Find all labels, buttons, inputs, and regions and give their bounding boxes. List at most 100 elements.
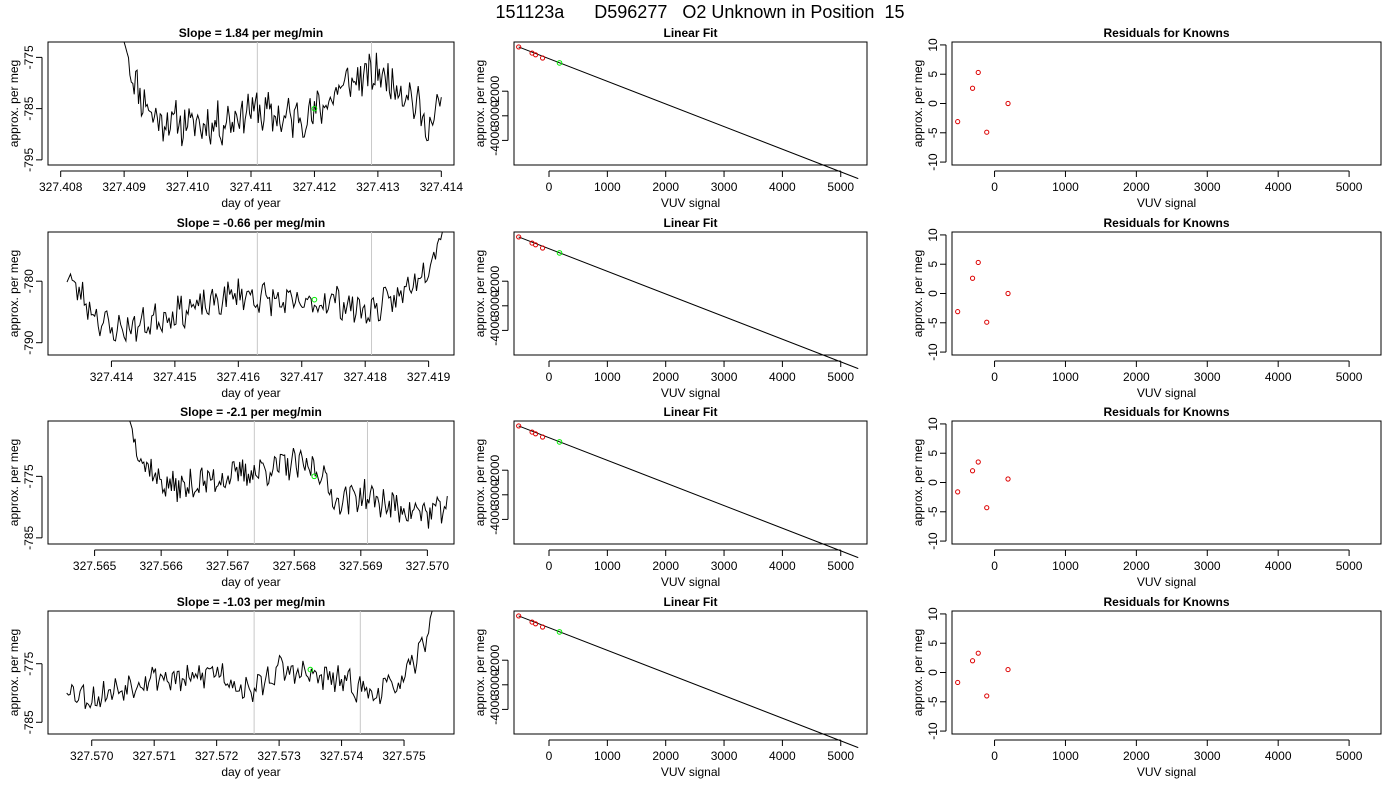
x-axis-label: VUV signal	[1137, 196, 1196, 210]
fit-line	[518, 236, 859, 370]
residual-point	[975, 650, 981, 656]
y-axis-label: approx. per meg	[473, 250, 487, 337]
y-tick-label: -785	[22, 526, 36, 550]
x-tick-label: 1000	[594, 559, 621, 573]
x-tick-label: 3000	[1194, 749, 1221, 763]
y-tick-label: 0	[926, 100, 940, 107]
y-tick-label: -10	[926, 722, 940, 740]
residual-point	[1005, 100, 1011, 107]
y-tick-label: -775	[22, 464, 36, 488]
y-axis-label: approx. per meg	[7, 60, 21, 147]
x-tick-label: 3000	[1194, 559, 1221, 573]
x-tick-label: 327.572	[195, 749, 239, 763]
residual-point	[969, 85, 976, 91]
chart-title: Residuals for Knowns	[1103, 595, 1229, 609]
x-tick-label: 327.418	[343, 370, 387, 384]
x-tick-label: 5000	[827, 749, 854, 763]
x-axis-label: VUV signal	[661, 196, 720, 210]
x-tick-label: 0	[991, 180, 998, 194]
x-axis-label: VUV signal	[1137, 765, 1196, 779]
unknown-point	[307, 666, 314, 673]
residual-point	[1005, 666, 1011, 673]
x-tick-label: 3000	[711, 180, 738, 194]
data-trace	[66, 232, 443, 343]
data-trace	[123, 42, 442, 147]
x-tick-label: 2000	[1123, 749, 1150, 763]
x-axis-label: day of year	[221, 765, 280, 779]
x-tick-label: 327.570	[70, 749, 114, 763]
x-tick-label: 1000	[1052, 749, 1079, 763]
y-tick-label: -4000	[488, 504, 502, 535]
x-tick-label: 327.568	[273, 559, 317, 573]
unknown-point	[556, 60, 563, 66]
residual-point	[969, 658, 976, 664]
plot-frame	[951, 231, 1382, 356]
residual-point	[984, 319, 990, 325]
x-tick-label: 327.415	[153, 370, 197, 384]
x-tick-label: 327.408	[39, 180, 83, 194]
x-tick-label: 2000	[652, 370, 679, 384]
y-tick-label: -3000	[488, 479, 502, 510]
chart-title: Slope = -0.66 per meg/min	[177, 216, 325, 230]
x-tick-label: 4000	[1265, 559, 1292, 573]
x-tick-label: 0	[546, 559, 553, 573]
x-axis-label: VUV signal	[1137, 575, 1196, 589]
x-tick-label: 0	[546, 180, 553, 194]
residual-point	[975, 259, 981, 266]
x-tick-label: 1000	[594, 180, 621, 194]
x-tick-label: 4000	[769, 370, 796, 384]
y-tick-label: -5	[926, 506, 940, 517]
x-tick-label: 327.419	[407, 370, 451, 384]
y-tick-label: -10	[926, 343, 940, 361]
y-tick-label: -4000	[488, 694, 502, 725]
x-tick-label: 5000	[827, 180, 854, 194]
x-axis-label: VUV signal	[661, 575, 720, 589]
y-tick-label: -780	[22, 269, 36, 293]
x-tick-label: 1000	[1052, 370, 1079, 384]
page-title: 151123a D596277 O2 Unknown in Position 1…	[495, 2, 905, 22]
x-tick-label: 0	[546, 370, 553, 384]
y-tick-label: -5	[926, 127, 940, 138]
data-trace	[129, 421, 448, 529]
y-tick-label: -10	[926, 153, 940, 171]
x-tick-label: 1000	[1052, 559, 1079, 573]
plot-frame	[513, 41, 868, 166]
y-tick-label: -775	[22, 651, 36, 675]
y-tick-label: 5	[926, 640, 940, 647]
y-axis-label: approx. per meg	[7, 439, 21, 526]
y-tick-label: 5	[926, 71, 940, 78]
chart-title: Slope = 1.84 per meg/min	[179, 26, 323, 40]
x-axis-label: day of year	[221, 386, 280, 400]
y-axis-label: approx. per meg	[911, 250, 925, 337]
x-tick-label: 3000	[711, 559, 738, 573]
y-tick-label: -2000	[488, 76, 502, 107]
known-point	[532, 431, 539, 437]
known-point	[539, 245, 546, 251]
y-tick-label: -790	[22, 330, 36, 354]
x-axis-label: day of year	[221, 575, 280, 589]
chart-title: Linear Fit	[663, 405, 717, 419]
y-tick-label: -2000	[488, 455, 502, 486]
x-tick-label: 327.417	[280, 370, 324, 384]
x-tick-label: 327.414	[420, 180, 464, 194]
x-tick-label: 327.416	[217, 370, 261, 384]
plot-frame	[951, 420, 1382, 545]
x-axis-label: VUV signal	[1137, 386, 1196, 400]
y-axis-label: approx. per meg	[911, 629, 925, 716]
y-axis-label: approx. per meg	[473, 629, 487, 716]
y-tick-label: 0	[926, 669, 940, 676]
known-point	[539, 624, 546, 630]
unknown-point	[556, 629, 563, 635]
x-tick-label: 327.565	[73, 559, 117, 573]
y-tick-label: -3000	[488, 669, 502, 700]
chart-title: Linear Fit	[663, 26, 717, 40]
known-point	[516, 423, 522, 429]
unknown-point	[556, 439, 563, 445]
x-tick-label: 327.571	[132, 749, 176, 763]
x-tick-label: 2000	[652, 559, 679, 573]
x-tick-label: 3000	[711, 370, 738, 384]
x-tick-label: 5000	[1336, 370, 1363, 384]
known-point	[532, 621, 539, 627]
chart-title: Slope = -2.1 per meg/min	[180, 405, 322, 419]
